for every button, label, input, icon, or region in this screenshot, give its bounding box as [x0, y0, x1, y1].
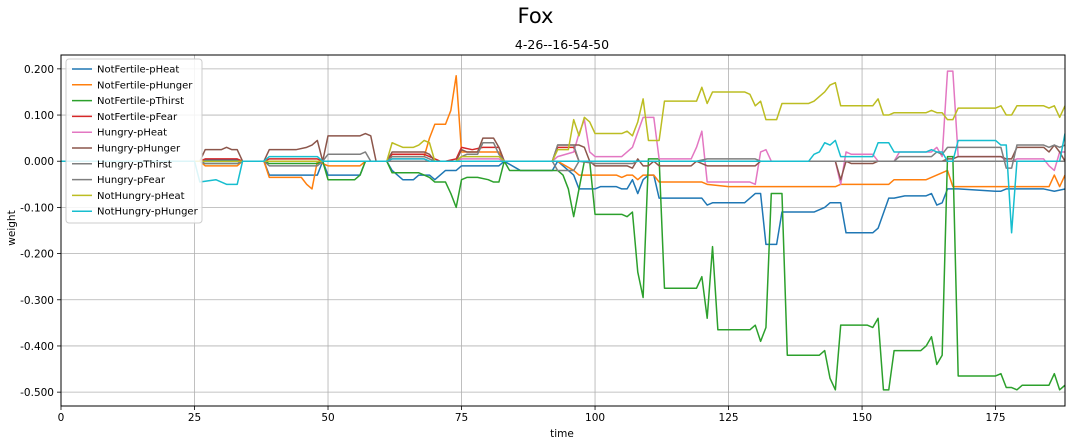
series-line-NotFertile-pHeat [61, 159, 1065, 246]
legend-label: Hungry-pFear [97, 175, 166, 186]
y-axis-label: weight [6, 210, 18, 245]
y-axis-ticks: 0.200 0.100 0.000 -0.100 -0.200 -0.300 -0.400 -… [20, 64, 61, 399]
y-tick-label: -0.200 [20, 249, 54, 261]
x-tick-label: 25 [188, 412, 201, 424]
x-tick-label: 100 [585, 412, 605, 424]
legend-label: NotFertile-pHeat [97, 65, 179, 76]
x-tick-label: 75 [455, 412, 468, 424]
y-tick-label: -0.400 [20, 341, 54, 353]
legend-box [65, 58, 203, 224]
y-tick-label: 0.000 [24, 156, 54, 168]
legend-label: NotHungry-pHunger [97, 207, 199, 218]
series-line-NotFertile-pThirst [61, 155, 1065, 391]
legend-label: NotFertile-pFear [97, 112, 178, 123]
series-line-NotHungry-pHunger [61, 133, 1065, 234]
x-tick-label: 150 [852, 412, 872, 424]
x-tick-label: 175 [986, 412, 1006, 424]
x-axis-ticks: 0 25 50 75 100 125 150 175 [58, 406, 1006, 424]
series-lines [61, 70, 1065, 391]
series-line-Hungry-pHeat [61, 70, 1065, 186]
series-line-NotFertile-pHunger [61, 75, 1065, 190]
legend-label: Hungry-pHeat [97, 128, 167, 139]
grid-lines [60, 55, 1065, 406]
x-tick-label: 0 [58, 412, 65, 424]
y-tick-label: 0.100 [24, 110, 54, 122]
legend-label: Hungry-pThirst [97, 159, 172, 170]
legend-label: NotFertile-pThirst [97, 96, 184, 107]
plot-frame [60, 54, 1066, 407]
legend-label: NotHungry-pHeat [97, 191, 185, 202]
legend-label: Hungry-pHunger [97, 144, 181, 155]
y-tick-label: 0.200 [24, 64, 54, 76]
figure-title: Fox [517, 4, 554, 28]
x-tick-label: 50 [321, 412, 334, 424]
x-axis-label: time [550, 428, 574, 440]
y-tick-label: -0.300 [20, 295, 54, 307]
series-line-NotHungry-pHeat [61, 81, 1065, 162]
chart-subtitle: 4-26--16-54-50 [515, 37, 609, 52]
y-tick-label: -0.500 [20, 387, 54, 399]
legend: NotFertile-pHeat NotFertile-pHunger NotFer… [65, 58, 203, 224]
legend-label: NotFertile-pHunger [97, 80, 193, 91]
x-tick-label: 125 [719, 412, 739, 424]
y-tick-label: -0.100 [20, 202, 54, 214]
